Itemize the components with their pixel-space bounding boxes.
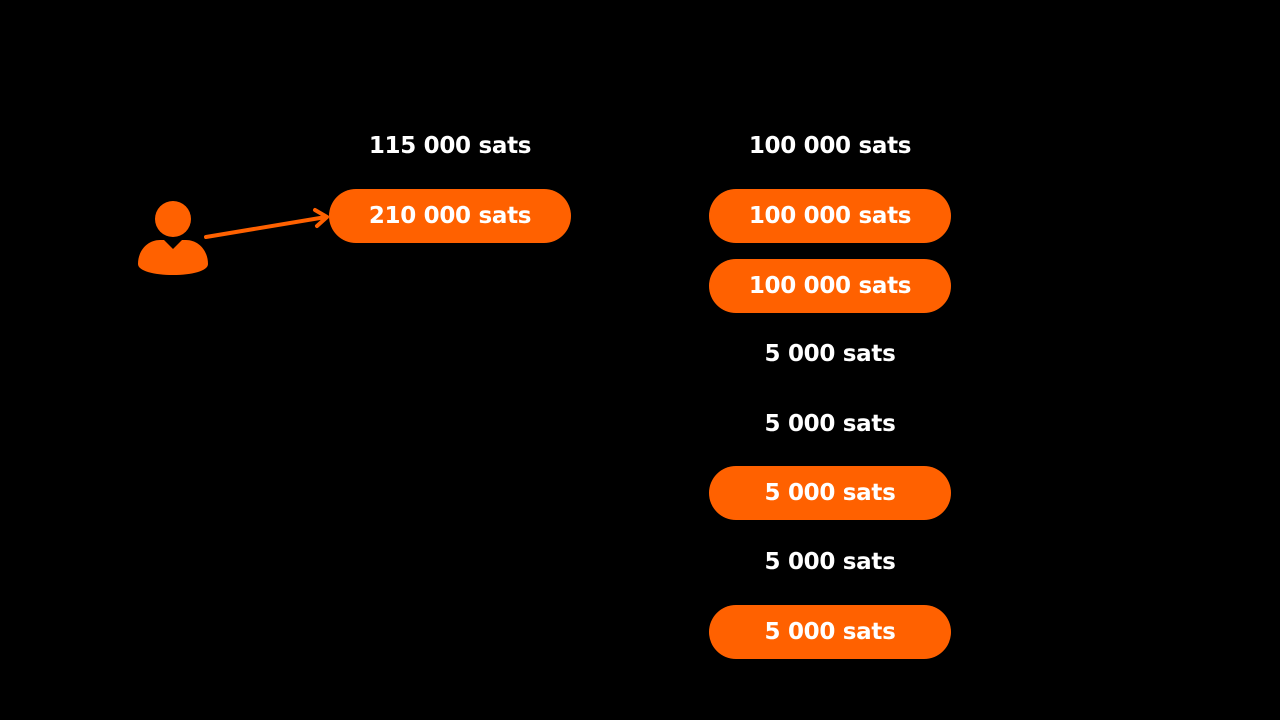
right-pill-2: 100 000 sats xyxy=(709,189,951,243)
left-pill: 210 000 sats xyxy=(329,189,571,243)
right-item-4: 5 000 sats xyxy=(764,341,896,367)
right-pill-8: 5 000 sats xyxy=(709,605,951,659)
right-item-5: 5 000 sats xyxy=(764,411,896,437)
user-icon xyxy=(138,201,208,275)
right-pill-3: 100 000 sats xyxy=(709,259,951,313)
right-item-1: 100 000 sats xyxy=(748,133,912,159)
left-label: 115 000 sats xyxy=(368,133,532,159)
right-pill-6: 5 000 sats xyxy=(709,466,951,520)
right-item-7: 5 000 sats xyxy=(764,549,896,575)
